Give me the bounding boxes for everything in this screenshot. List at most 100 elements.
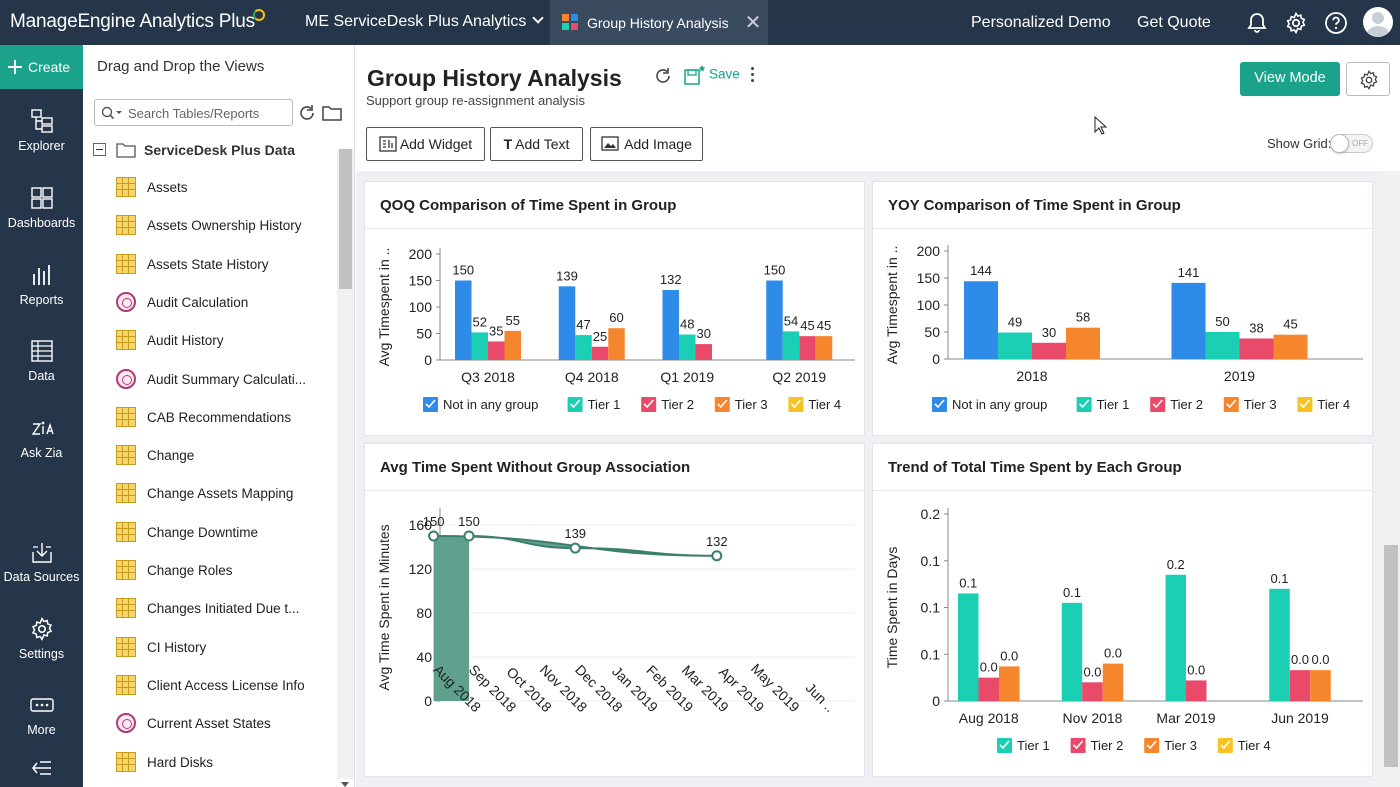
add-image-button[interactable]: Add Image [590, 127, 703, 161]
help-icon[interactable] [1324, 11, 1348, 35]
legend-item[interactable]: Tier 1 [567, 397, 621, 412]
add-text-button[interactable]: T Add Text [490, 127, 583, 161]
reload-icon[interactable] [653, 66, 673, 86]
chart-card-avg-time[interactable]: Avg Time Spent Without Group Association… [364, 443, 865, 777]
legend-label: Tier 3 [1244, 397, 1277, 412]
dashboard-canvas: QOQ Comparison of Time Spent in Group 0 5… [356, 171, 1382, 787]
data-label: 52 [473, 314, 487, 329]
show-grid-toggle[interactable]: OFF [1330, 134, 1373, 153]
add-widget-button[interactable]: Add Widget [366, 127, 485, 161]
legend-item[interactable]: Tier 2 [641, 397, 694, 412]
create-button[interactable]: Create [0, 45, 83, 89]
search-tables-input[interactable]: Search Tables/Reports [94, 99, 293, 126]
dashboard-scrollbar[interactable] [1382, 171, 1400, 787]
data-label: 0.2 [1167, 557, 1185, 572]
save-button[interactable]: Save [684, 65, 740, 85]
nav-settings[interactable]: Settings [0, 616, 83, 661]
legend-item[interactable]: Tier 2 [1070, 738, 1124, 753]
list-item[interactable]: Assets [83, 168, 337, 206]
user-avatar[interactable] [1363, 7, 1393, 37]
bar [1289, 670, 1311, 701]
list-item[interactable]: Hard Disks [83, 743, 337, 781]
folder-icon[interactable] [321, 104, 343, 122]
list-item[interactable]: Audit Summary Calculati... [83, 360, 337, 398]
chart-svg: 0 50 100 150 200 Avg Timespent in .. 144 49 30 58… [884, 243, 1363, 412]
list-item[interactable]: Change Assets Mapping [83, 474, 337, 512]
more-options-icon[interactable] [751, 67, 755, 85]
get-quote-link[interactable]: Get Quote [1137, 14, 1211, 31]
list-item[interactable]: Audit Calculation [83, 283, 337, 321]
tab-group-history-analysis[interactable]: Group History Analysis ✕ [550, 0, 768, 45]
data-point [463, 530, 475, 542]
legend-item[interactable]: Tier 3 [1223, 397, 1277, 412]
list-item[interactable]: Change Roles [83, 551, 337, 589]
list-item[interactable]: Changes Initiated Due t... [83, 589, 337, 627]
legend-item[interactable]: Tier 2 [1150, 397, 1203, 412]
workspace-selector[interactable]: ME ServiceDesk Plus Analytics [305, 12, 545, 31]
list-item[interactable]: CAB Recommendations [83, 398, 337, 436]
chart-card-trend[interactable]: Trend of Total Time Spent by Each Group … [872, 443, 1373, 777]
legend-label: Tier 2 [661, 397, 694, 412]
table-icon [116, 253, 136, 274]
close-icon[interactable]: ✕ [744, 12, 762, 34]
list-item-label: Audit History [147, 333, 224, 349]
legend-item[interactable]: Tier 4 [1297, 397, 1350, 412]
dashboard-settings-button[interactable] [1346, 62, 1390, 96]
legend-item[interactable]: Tier 3 [714, 397, 768, 412]
legend-item[interactable]: Not in any group [932, 397, 1047, 412]
list-item[interactable]: Assets Ownership History [83, 206, 337, 244]
legend-item[interactable]: Tier 4 [788, 397, 841, 412]
data-label: 47 [576, 317, 590, 332]
nav-more[interactable]: More [0, 692, 83, 737]
chart-card-yoy[interactable]: YOY Comparison of Time Spent in Group 0 5… [872, 181, 1373, 436]
list-item[interactable]: Change Downtime [83, 513, 337, 551]
collapse-icon[interactable] [93, 143, 106, 156]
collapse-menu-icon[interactable] [31, 759, 53, 777]
view-mode-button[interactable]: View Mode [1240, 62, 1340, 96]
bar [695, 344, 712, 360]
data-label: 55 [506, 313, 520, 328]
explorer-icon [30, 109, 53, 133]
nav-data-sources[interactable]: Data Sources [0, 539, 83, 584]
nav-dashboards[interactable]: Dashboards [0, 185, 83, 230]
nav-ask-zia[interactable]: Ask Zia [0, 415, 83, 460]
bar [662, 290, 679, 360]
legend-item[interactable]: Tier 4 [1217, 738, 1271, 753]
x-tick-label: Q1 2019 [660, 369, 714, 385]
data-point [428, 530, 440, 542]
data-label: 58 [1076, 310, 1090, 325]
list-item[interactable]: CI History [83, 628, 337, 666]
checkbox-check-icon [570, 399, 581, 409]
list-item[interactable]: Client Access License Info [83, 666, 337, 704]
list-item[interactable]: Current Asset States [83, 704, 337, 742]
checkbox-check-icon [1226, 399, 1237, 409]
bell-icon[interactable] [1245, 11, 1269, 35]
data-label: 45 [817, 318, 831, 333]
checkbox-check-icon [425, 399, 436, 409]
legend-item[interactable]: Tier 1 [1076, 397, 1130, 412]
y-tick-label: 150 [409, 273, 433, 289]
list-item[interactable]: Assets State History [83, 245, 337, 283]
nav-reports[interactable]: Reports [0, 262, 83, 307]
refresh-icon[interactable] [297, 103, 317, 123]
data-label: 38 [1249, 320, 1263, 335]
legend-label: Tier 3 [1164, 738, 1197, 753]
bar [471, 332, 488, 360]
data-sources-icon [31, 543, 52, 563]
dashboard-area: Group History Analysis Support group re-… [356, 45, 1400, 787]
legend-item[interactable]: Tier 1 [997, 738, 1050, 753]
app-logo[interactable]: ManageEngine Analytics Plus [10, 9, 265, 33]
chart-card-qoq[interactable]: QOQ Comparison of Time Spent in Group 0 5… [364, 181, 865, 436]
nav-explorer[interactable]: Explorer [0, 108, 83, 153]
list-item[interactable]: Change [83, 436, 337, 474]
bar [1171, 282, 1206, 359]
list-item-label: CI History [147, 639, 207, 655]
legend-item[interactable]: Not in any group [423, 397, 538, 412]
nav-data[interactable]: Data [0, 338, 83, 383]
settings-gear-icon[interactable] [1284, 11, 1308, 35]
legend-item[interactable]: Tier 3 [1144, 738, 1197, 753]
panel-scrollbar[interactable] [337, 149, 354, 787]
data-label: 54 [784, 313, 798, 328]
personalized-demo-link[interactable]: Personalized Demo [971, 14, 1111, 31]
list-item[interactable]: Audit History [83, 321, 337, 359]
